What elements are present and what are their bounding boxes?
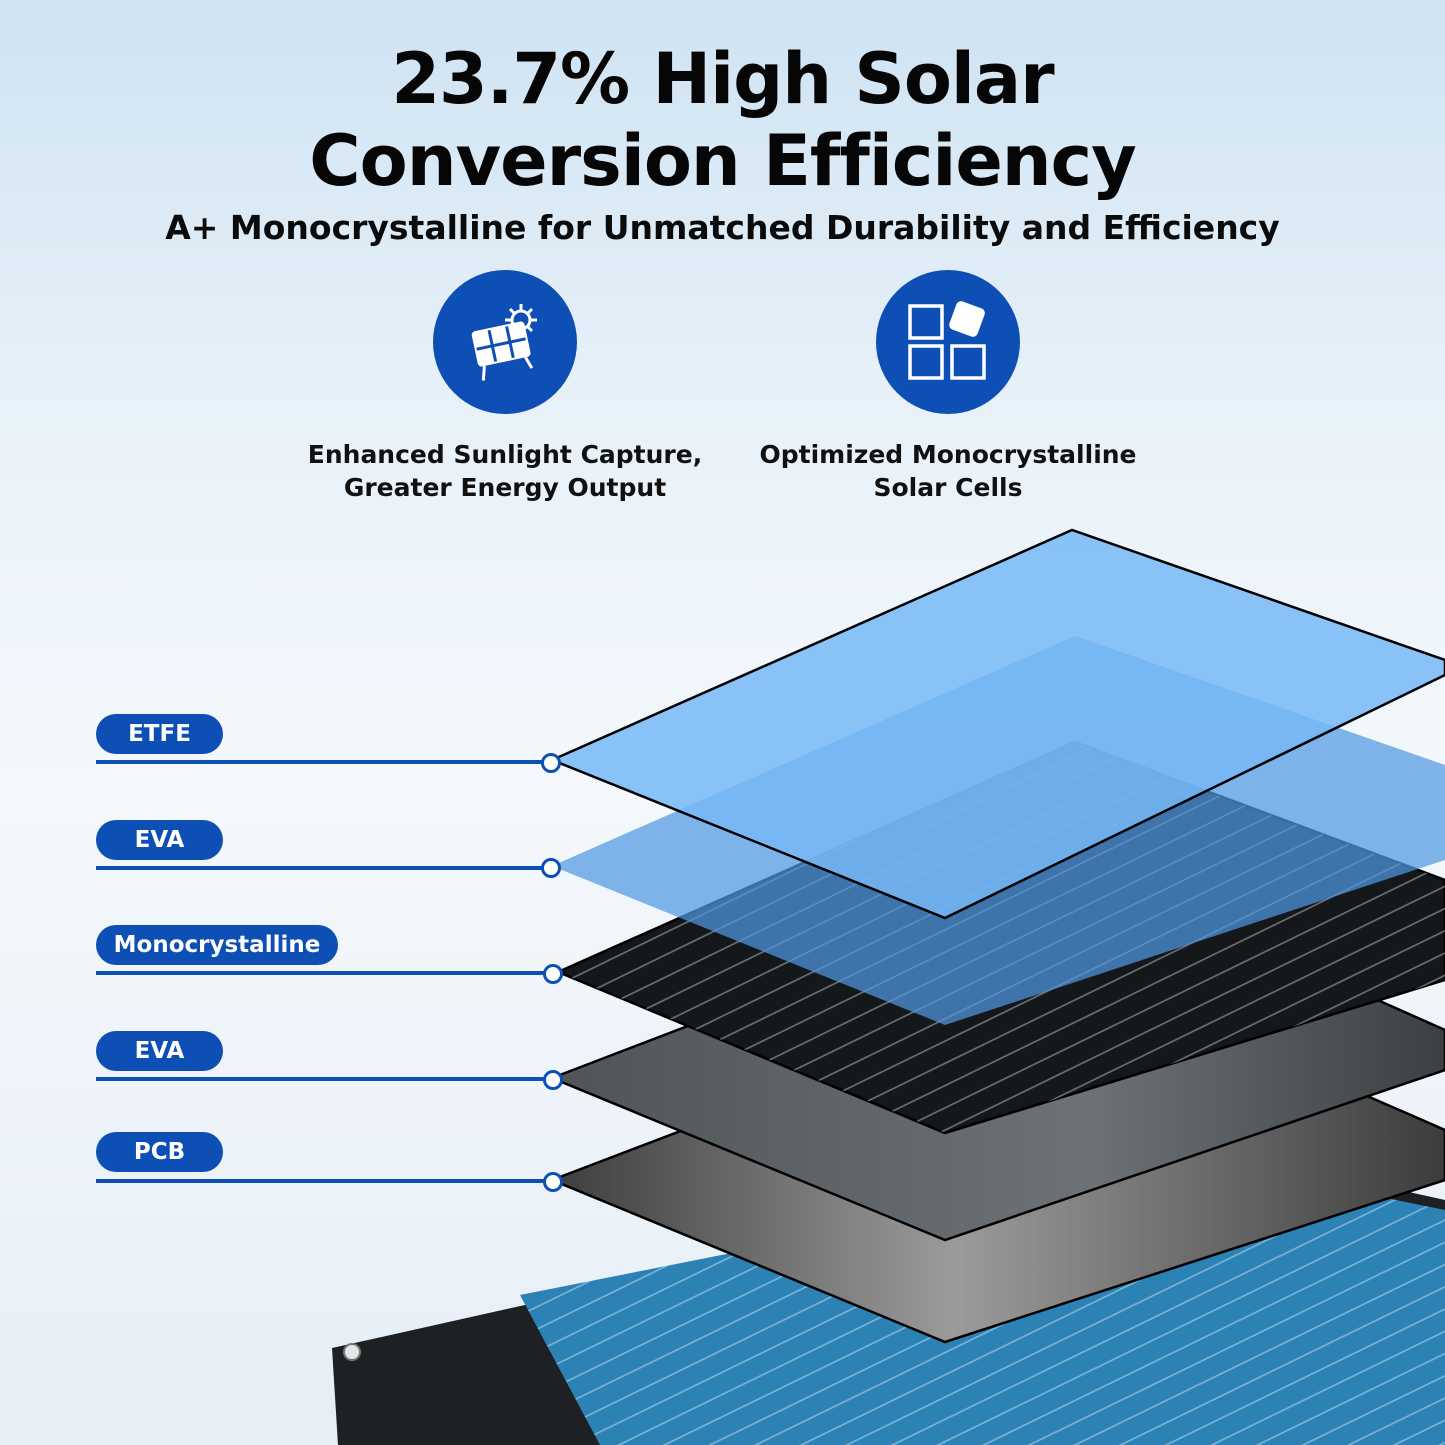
leader-dot-etfe bbox=[541, 753, 561, 773]
feature-icon-circle bbox=[433, 270, 577, 414]
feature-caption-line-1: Optimized Monocrystalline bbox=[759, 440, 1137, 469]
feature-caption: Optimized Monocrystalline Solar Cells bbox=[748, 438, 1148, 504]
feature-monocrystalline-cells: Optimized Monocrystalline Solar Cells bbox=[748, 270, 1148, 504]
layer-label-eva-bottom: EVA bbox=[96, 1031, 223, 1071]
subtitle: A+ Monocrystalline for Unmatched Durabil… bbox=[165, 208, 1280, 247]
layer-label-eva-top: EVA bbox=[96, 820, 223, 860]
monocrystalline-cells-icon bbox=[908, 301, 986, 380]
leader-line-pcb bbox=[96, 1179, 550, 1183]
leader-dot-pcb bbox=[543, 1172, 563, 1192]
leader-dot-monocrystalline bbox=[543, 964, 563, 984]
leader-line-eva-bottom bbox=[96, 1077, 550, 1081]
feature-caption-line-2: Solar Cells bbox=[873, 473, 1023, 502]
headline-line-1: 23.7% High Solar bbox=[391, 38, 1054, 120]
leader-dot-eva-top bbox=[541, 858, 561, 878]
layer-label-monocrystalline: Monocrystalline bbox=[96, 925, 338, 965]
headline: 23.7% High Solar Conversion Efficiency bbox=[0, 38, 1445, 202]
layer-label-pcb: PCB bbox=[96, 1132, 223, 1172]
etfe-layer bbox=[548, 528, 1445, 920]
leader-line-monocrystalline bbox=[96, 971, 550, 975]
headline-line-2: Conversion Efficiency bbox=[309, 120, 1137, 202]
feature-caption: Enhanced Sunlight Capture, Greater Energy… bbox=[305, 438, 705, 504]
layer-label-etfe: ETFE bbox=[96, 714, 223, 754]
leader-line-etfe bbox=[96, 760, 548, 764]
leader-line-eva-top bbox=[96, 866, 548, 870]
feature-caption-line-2: Greater Energy Output bbox=[343, 473, 667, 502]
leader-dot-eva-bottom bbox=[543, 1070, 563, 1090]
solar-panel-sun-icon bbox=[471, 304, 537, 381]
feature-icon-circle bbox=[876, 270, 1020, 414]
feature-sunlight-capture: Enhanced Sunlight Capture, Greater Energy… bbox=[305, 270, 705, 504]
feature-caption-line-1: Enhanced Sunlight Capture, bbox=[307, 440, 703, 469]
